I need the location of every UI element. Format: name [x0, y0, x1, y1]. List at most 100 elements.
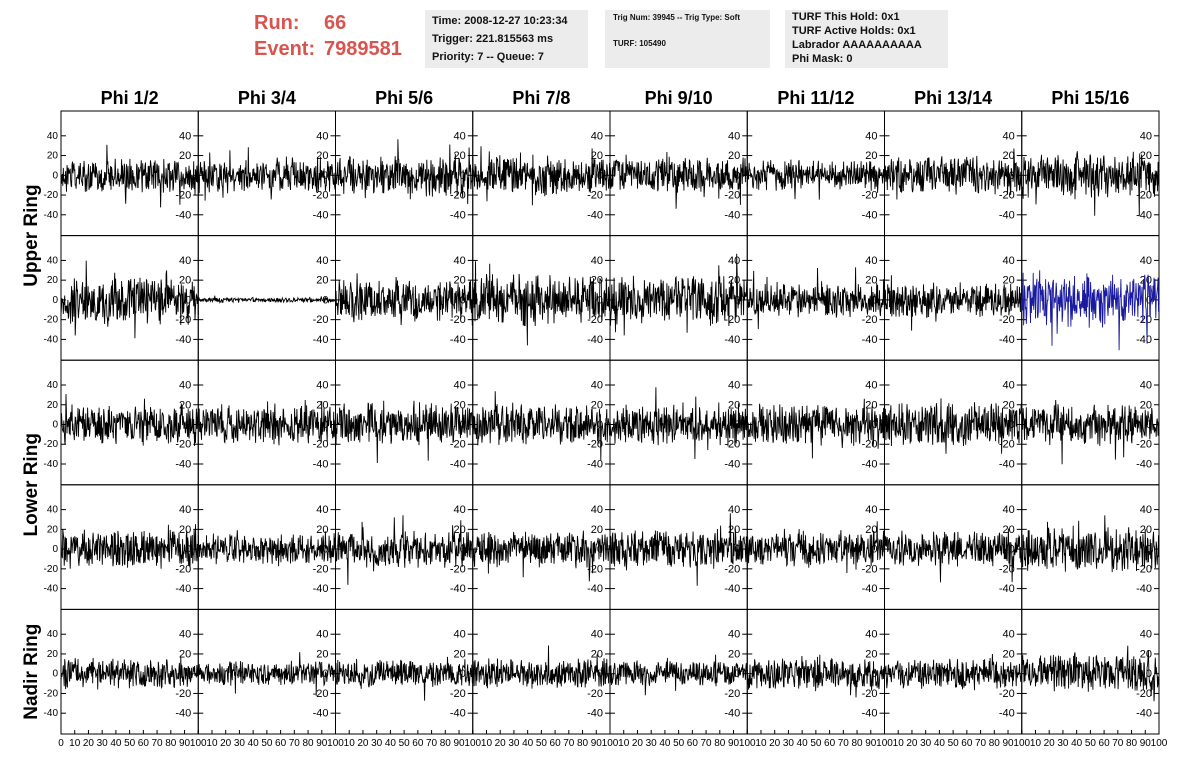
waveform-trace — [197, 295, 336, 304]
x-tick-label: 10 — [206, 738, 218, 749]
y-tick-label: -20 — [724, 190, 740, 202]
x-tick-label: 90 — [453, 738, 465, 749]
y-tick-label: -40 — [450, 334, 466, 346]
y-tick-label: 20 — [1140, 150, 1152, 162]
y-tick-label: -40 — [1136, 209, 1152, 221]
x-tick-label: 30 — [371, 738, 383, 749]
y-tick-label: -20 — [862, 688, 878, 700]
x-tick-label: 30 — [783, 738, 795, 749]
waveform-trace — [335, 400, 474, 464]
y-tick-label: 20 — [1140, 399, 1152, 411]
event-value: 7989581 — [324, 38, 402, 60]
y-tick-label: -20 — [313, 439, 329, 451]
y-tick-label: -40 — [724, 583, 740, 595]
x-tick-label: 40 — [934, 738, 946, 749]
x-tick-label: 80 — [302, 738, 314, 749]
x-tick-label: 90 — [1002, 738, 1014, 749]
y-tick-label: -20 — [1136, 190, 1152, 202]
y-tick-label: -40 — [999, 334, 1015, 346]
x-tick-label: 20 — [769, 738, 781, 749]
waveform-trace — [472, 261, 611, 346]
y-tick-label: 20 — [47, 151, 59, 162]
x-tick-label: 60 — [687, 738, 699, 749]
y-tick-label: 40 — [47, 131, 59, 142]
column-title: Phi 5/6 — [375, 88, 433, 108]
waveform-trace — [335, 273, 474, 326]
y-tick-label: -20 — [999, 688, 1015, 700]
y-tick-label: 20 — [179, 275, 191, 287]
y-tick-label: -20 — [862, 439, 878, 451]
x-tick-label: 10 — [69, 738, 81, 749]
event-label: Event: — [254, 38, 316, 60]
x-tick-label: 60 — [550, 738, 562, 749]
waveform-trace — [1021, 270, 1160, 351]
waveform-trace — [472, 645, 611, 689]
y-tick-label: -40 — [999, 458, 1015, 470]
waveform-trace — [609, 253, 748, 336]
waveform-trace — [609, 654, 748, 696]
y-tick-label: 40 — [591, 504, 603, 516]
waveform-trace — [609, 387, 748, 460]
y-tick-label: 40 — [1140, 255, 1152, 267]
y-tick-label: 20 — [865, 275, 877, 287]
y-tick-label: 20 — [47, 649, 59, 660]
y-tick-label: 40 — [179, 504, 191, 516]
waveform-trace — [884, 275, 1023, 331]
x-tick-label: 100 — [602, 738, 619, 749]
y-tick-label: 20 — [316, 275, 328, 287]
column-title: Phi 13/14 — [914, 88, 992, 108]
y-tick-label: -20 — [450, 314, 466, 326]
y-tick-label: 20 — [316, 150, 328, 162]
y-tick-label: -20 — [450, 563, 466, 575]
waveform-trace — [335, 515, 474, 585]
y-tick-label: -20 — [1136, 563, 1152, 575]
y-tick-label: -20 — [999, 190, 1015, 202]
y-tick-label: 40 — [728, 255, 740, 267]
y-tick-label: -20 — [587, 688, 603, 700]
row-title: Nadir Ring — [21, 624, 42, 720]
y-tick-label: -20 — [450, 439, 466, 451]
y-tick-label: 0 — [871, 668, 877, 680]
x-tick-label: 50 — [261, 738, 273, 749]
x-tick-label: 0 — [58, 738, 64, 749]
waveform-trace — [1021, 151, 1160, 217]
y-tick-label: 20 — [454, 275, 466, 287]
y-tick-label: 20 — [1003, 275, 1015, 287]
y-tick-label: 0 — [734, 294, 740, 306]
y-tick-label: -40 — [450, 708, 466, 720]
x-tick-label: 20 — [1044, 738, 1056, 749]
y-tick-label: 0 — [52, 544, 58, 555]
column-title: Phi 15/16 — [1051, 88, 1129, 108]
y-tick-label: -20 — [313, 563, 329, 575]
y-tick-label: 40 — [728, 629, 740, 641]
x-tick-label: 10 — [481, 738, 493, 749]
y-tick-label: 40 — [865, 255, 877, 267]
y-tick-label: 40 — [591, 255, 603, 267]
y-tick-label: 0 — [1146, 544, 1152, 556]
x-tick-label: 40 — [659, 738, 671, 749]
y-tick-label: -20 — [175, 314, 191, 326]
x-tick-label: 100 — [327, 738, 344, 749]
y-tick-label: 40 — [591, 629, 603, 641]
y-tick-label: 20 — [47, 524, 59, 535]
x-tick-label: 90 — [865, 738, 877, 749]
y-tick-label: -20 — [999, 563, 1015, 575]
x-tick-label: 20 — [83, 738, 95, 749]
x-tick-label: 80 — [577, 738, 589, 749]
y-tick-label: 20 — [1140, 648, 1152, 660]
y-tick-label: -40 — [999, 583, 1015, 595]
y-tick-label: 40 — [47, 255, 59, 266]
x-tick-label: 40 — [797, 738, 809, 749]
y-tick-label: -20 — [313, 190, 329, 202]
waveform-trace — [609, 513, 748, 586]
x-tick-label: 100 — [876, 738, 893, 749]
y-tick-label: 40 — [179, 255, 191, 267]
y-tick-label: 20 — [728, 399, 740, 411]
y-tick-label: -40 — [1136, 583, 1152, 595]
x-tick-label: 10 — [344, 738, 356, 749]
y-tick-label: -20 — [724, 688, 740, 700]
x-tick-label: 70 — [289, 738, 301, 749]
y-tick-label: 40 — [1003, 380, 1015, 392]
x-tick-label: 30 — [920, 738, 932, 749]
